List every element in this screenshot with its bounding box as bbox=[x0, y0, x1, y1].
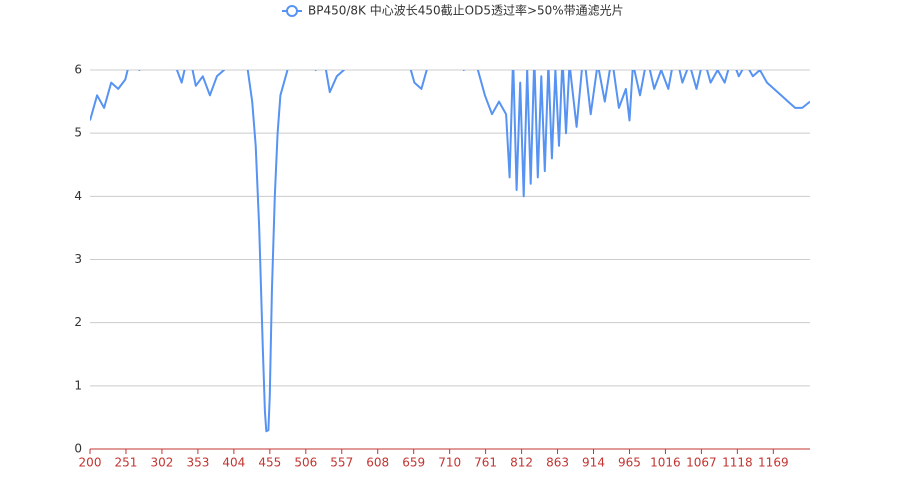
y-tick-label: 4 bbox=[74, 189, 82, 203]
x-tick-label: 710 bbox=[438, 456, 461, 470]
data-line bbox=[90, 70, 810, 433]
x-tick-label: 455 bbox=[258, 456, 281, 470]
x-tick-label: 965 bbox=[618, 456, 641, 470]
x-tick-label: 1067 bbox=[686, 456, 717, 470]
x-tick-label: 1169 bbox=[758, 456, 789, 470]
x-tick-label: 761 bbox=[474, 456, 497, 470]
x-tick-label: 812 bbox=[510, 456, 533, 470]
x-tick-label: 914 bbox=[582, 456, 605, 470]
x-tick-label: 251 bbox=[115, 456, 138, 470]
x-tick-label: 1016 bbox=[650, 456, 681, 470]
x-tick-label: 863 bbox=[546, 456, 569, 470]
x-tick-label: 506 bbox=[294, 456, 317, 470]
x-tick-label: 1118 bbox=[722, 456, 753, 470]
legend-symbol bbox=[286, 5, 298, 17]
x-tick-label: 404 bbox=[222, 456, 245, 470]
y-tick-label: 1 bbox=[74, 378, 82, 392]
y-tick-label: 3 bbox=[74, 252, 82, 266]
x-tick-label: 302 bbox=[150, 456, 173, 470]
x-tick-label: 557 bbox=[330, 456, 353, 470]
y-tick-label: 6 bbox=[74, 63, 82, 77]
y-tick-label: 5 bbox=[74, 126, 82, 140]
legend-label[interactable]: BP450/8K 中心波长450截止OD5透过率>50%带通滤光片 bbox=[308, 3, 624, 18]
x-tick-label: 200 bbox=[79, 456, 102, 470]
y-tick-label: 0 bbox=[74, 442, 82, 456]
x-tick-label: 353 bbox=[186, 456, 209, 470]
y-tick-label: 2 bbox=[74, 315, 82, 329]
x-tick-label: 608 bbox=[366, 456, 389, 470]
x-tick-label: 659 bbox=[402, 456, 425, 470]
